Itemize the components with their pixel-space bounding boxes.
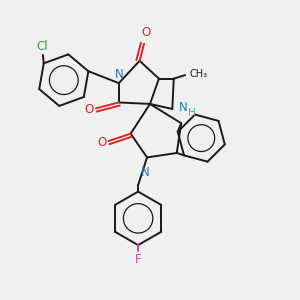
Text: Cl: Cl bbox=[37, 40, 48, 53]
Text: N: N bbox=[141, 166, 150, 179]
Text: O: O bbox=[141, 26, 150, 39]
Text: CH₃: CH₃ bbox=[189, 69, 207, 79]
Text: N: N bbox=[114, 68, 123, 81]
Text: O: O bbox=[97, 136, 106, 149]
Text: F: F bbox=[135, 254, 141, 266]
Text: H: H bbox=[188, 108, 196, 118]
Text: O: O bbox=[85, 103, 94, 116]
Text: N: N bbox=[179, 101, 188, 114]
